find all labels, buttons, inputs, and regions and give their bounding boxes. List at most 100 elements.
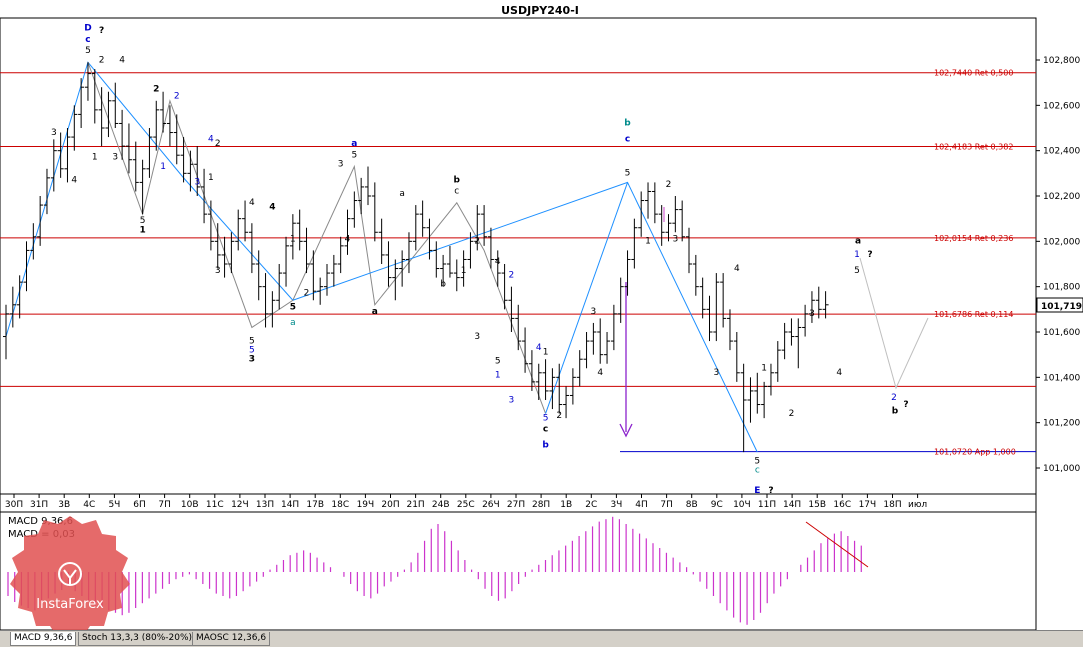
wave-label: 5 (625, 169, 631, 179)
date-tick-label: 14П (281, 500, 299, 510)
wave-label: 4 (119, 55, 125, 65)
date-tick-label: 2С (585, 500, 597, 510)
wave-label: 2 (174, 92, 180, 102)
wave-label: 1 (761, 364, 767, 374)
date-tick-label: 10Ч (733, 500, 751, 510)
macd-panel-frame (0, 511, 1037, 631)
instaforex-logo: InstaForex (10, 516, 130, 638)
price-tick-label: 102,400 (1043, 147, 1080, 157)
wave-label: 4 (345, 234, 351, 244)
wave-label: E (754, 486, 760, 496)
wave-label: b (440, 280, 446, 290)
wave-label: 5 (754, 456, 760, 466)
macd-label-1: MACD 9,36,6 (8, 516, 73, 527)
projection-line (859, 257, 929, 390)
price-axis: 102,800 102,600 102,400 102,200 102,000 101,8… (1036, 56, 1080, 474)
wave-label: 2 (153, 85, 159, 95)
date-tick-label: 26Ч (482, 500, 500, 510)
date-tick-label: 30П (5, 500, 23, 510)
level-label: 102,7440 Ret 0,500 (934, 69, 1013, 78)
wave-label: 2 (509, 271, 515, 281)
date-tick-label: 18П (883, 500, 901, 510)
projection-label: 1 (854, 250, 860, 260)
wave-label: 2 (666, 180, 672, 190)
wave-label: 2 (789, 409, 795, 419)
price-tick-label: 101,200 (1043, 419, 1080, 429)
svg-text:InstaForex: InstaForex (36, 597, 104, 612)
date-tick-label: 17В (306, 500, 324, 510)
wave-label: 1 (495, 370, 501, 380)
tab-stoch[interactable]: Stoch 13,3,3 (80%-20%) (78, 632, 197, 646)
wave-label: 3 (591, 307, 597, 317)
chart-title: USDJPY240-I (501, 4, 579, 17)
wave-label: 5 (495, 357, 501, 367)
wave-label: 5 (85, 46, 91, 56)
wave-label: a (351, 139, 357, 149)
wave-label: 5 (249, 345, 255, 355)
price-tick-label: 102,600 (1043, 101, 1080, 111)
wave-label: 3 (194, 178, 200, 188)
date-tick-label: 28П (532, 500, 550, 510)
date-tick-label: 21П (406, 500, 424, 510)
projection-label: a (855, 237, 861, 247)
wave-label: c (755, 466, 760, 476)
wave-label: ? (768, 486, 773, 496)
wave-label: 3 (249, 354, 255, 364)
wave-label: 1 (160, 162, 166, 172)
price-panel-frame (0, 17, 1037, 495)
price-tick-label: 102,800 (1043, 56, 1080, 66)
price-tick-label: 101,400 (1043, 373, 1080, 383)
wave-label: b (542, 441, 549, 451)
level-label: 102,4183 Ret 0,382 (934, 143, 1013, 152)
projection-label: ? (867, 250, 872, 260)
wave-label: 4 (836, 368, 842, 378)
wave-label: 5 (290, 302, 296, 312)
tab-macd[interactable]: MACD 9,36,6 (10, 632, 77, 646)
wave-label: 3 (509, 395, 515, 405)
wave-label: c (625, 135, 630, 145)
date-tick-label: 6П (133, 500, 146, 510)
price-tick-label: 101,000 (1043, 464, 1080, 474)
wave-label: 4 (597, 368, 603, 378)
wave-label: 3 (672, 234, 678, 244)
wave-label: 2 (556, 411, 562, 421)
wave-label: 4 (249, 198, 255, 208)
wave-label: a (290, 318, 296, 328)
wave-label: 3 (474, 332, 480, 342)
date-tick-label: 5Ч (108, 500, 120, 510)
current-price-box (1036, 297, 1083, 313)
wave-label: 1 (645, 237, 651, 247)
wave-label: 3 (51, 128, 57, 138)
wave-label: ? (99, 26, 104, 36)
date-tick-label: 11С (206, 500, 224, 510)
wave-label: 5 (140, 216, 146, 226)
wave-label: 2 (304, 289, 310, 299)
indicator-tabs: MACD 9,36,6 Stoch 13,3,3 (80%-20%) MAOSC… (0, 630, 1083, 647)
date-tick-label: 13П (256, 500, 274, 510)
date-tick-label: 11П (758, 500, 776, 510)
date-tick-label: 19Ч (357, 500, 375, 510)
projection-label: 5 (854, 266, 860, 276)
date-tick-label: 20П (381, 500, 399, 510)
wave-label: 1 (208, 173, 214, 183)
wave-label: 4 (71, 175, 77, 185)
date-tick-label: 27П (507, 500, 525, 510)
wave-label: 4 (495, 257, 501, 267)
wave-label: c (543, 425, 548, 435)
tab-maosc[interactable]: MAOSC 12,36,6 (192, 632, 271, 646)
price-tick-label: 102,200 (1043, 192, 1080, 202)
level-label: 102,0154 Ret 0,236 (934, 234, 1013, 243)
date-tick-label: 25С (457, 500, 475, 510)
price-tick-label: 101,800 (1043, 283, 1080, 293)
wave-label: b (624, 119, 631, 129)
wave-label: 3 (338, 160, 344, 170)
wave-label: 2 (474, 237, 480, 247)
wave-label: 2 (99, 55, 105, 65)
date-tick-label: 7П (660, 500, 673, 510)
level-label: 101,6786 Ret 0,114 (934, 310, 1013, 319)
wave-label: 1 (92, 153, 98, 163)
wave-label: 3 (215, 266, 221, 276)
wave-label: 3 (809, 309, 815, 319)
date-tick-label: 9С (711, 500, 723, 510)
date-tick-label: июл (908, 500, 927, 510)
